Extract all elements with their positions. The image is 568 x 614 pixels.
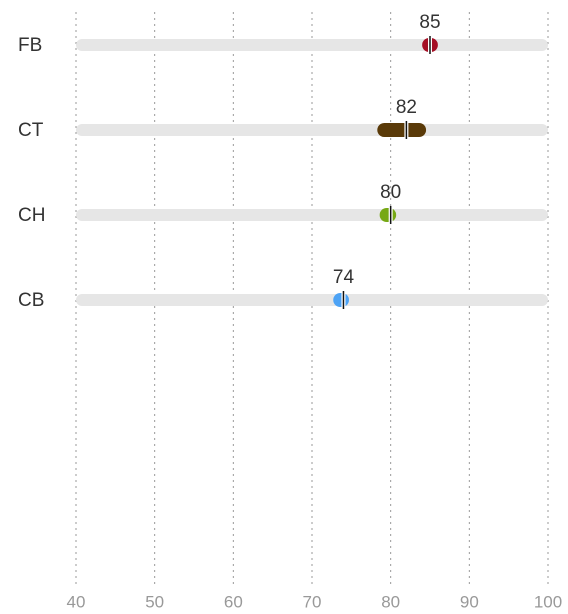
- value-label: 85: [419, 12, 440, 33]
- x-tick-label: 40: [67, 592, 86, 611]
- track: [76, 39, 548, 51]
- x-tick-label: 50: [145, 592, 164, 611]
- category-label: CH: [18, 205, 45, 226]
- x-tick-label: 100: [534, 592, 562, 611]
- track: [76, 294, 548, 306]
- category-label: FB: [18, 35, 42, 56]
- range-bar: [379, 208, 397, 222]
- category-label: CB: [18, 290, 44, 311]
- track: [76, 124, 548, 136]
- x-tick-label: 90: [460, 592, 479, 611]
- category-label: CT: [18, 120, 44, 141]
- x-tick-label: 60: [224, 592, 243, 611]
- track: [76, 209, 548, 221]
- value-label: 74: [333, 267, 355, 288]
- range-bar: [377, 123, 427, 137]
- value-label: 80: [380, 182, 401, 203]
- x-tick-label: 70: [303, 592, 322, 611]
- value-label: 82: [396, 97, 417, 118]
- x-tick-label: 80: [381, 592, 400, 611]
- range-bar: [333, 293, 349, 307]
